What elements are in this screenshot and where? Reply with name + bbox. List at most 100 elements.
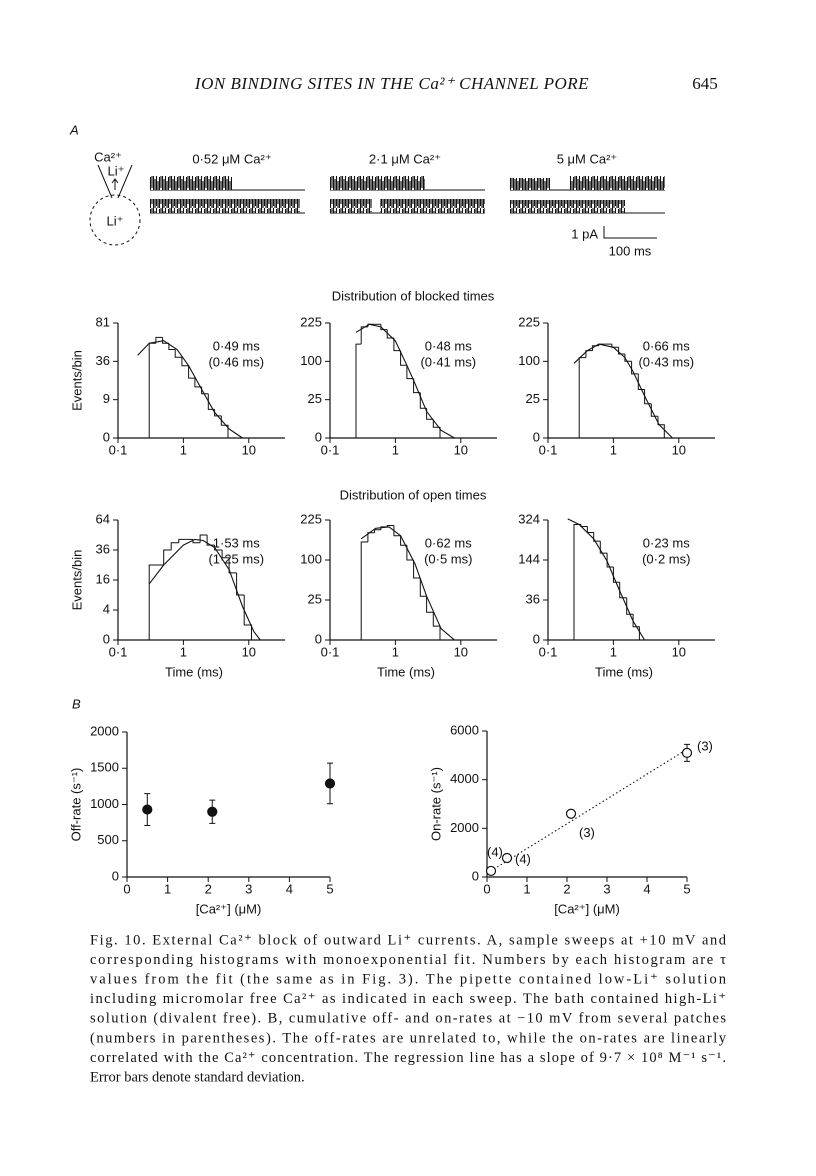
y-tick-label: 0 bbox=[533, 429, 540, 444]
histogram-bin bbox=[374, 529, 381, 533]
x-tick-label: 1 bbox=[610, 442, 617, 457]
histogram-bin bbox=[573, 524, 581, 640]
histogram-bin bbox=[586, 526, 594, 533]
y-tick-label: 324 bbox=[518, 511, 540, 526]
scale-label: 100 ms bbox=[609, 243, 652, 258]
x-tick-label: 3 bbox=[245, 881, 252, 896]
axis-line bbox=[117, 520, 285, 641]
histogram-bin bbox=[214, 409, 222, 417]
histogram-bin bbox=[162, 337, 169, 344]
y-tick-label: 144 bbox=[518, 551, 540, 566]
x-tick-label: 10 bbox=[454, 644, 468, 659]
histogram-bin bbox=[406, 545, 414, 561]
chart: 0 25 100 225 0·1 1 10 0·66 ms(0·43 ms) bbox=[518, 314, 715, 457]
histogram-bin bbox=[419, 578, 427, 597]
data-point bbox=[681, 747, 693, 759]
x-tick-label: 0·1 bbox=[109, 644, 128, 659]
histogram-bin bbox=[637, 373, 645, 390]
y-tick-label: 0 bbox=[315, 429, 322, 444]
x-tick-label: 10 bbox=[242, 442, 256, 457]
histogram-bin bbox=[155, 336, 163, 344]
row-title: Distribution of blocked times bbox=[332, 288, 495, 303]
histogram-bin bbox=[228, 557, 237, 574]
annotation: 0·23 ms bbox=[643, 535, 690, 550]
panel-label: A bbox=[69, 122, 79, 137]
annotation: (0·41 ms) bbox=[420, 354, 476, 369]
histogram-bin bbox=[426, 596, 434, 613]
caption-line: including micromolar free Ca²⁺ as indica… bbox=[90, 991, 726, 1007]
point-label: (4) bbox=[487, 844, 503, 859]
chart: 0 2000 4000 6000 0 1 2 3 4 5 On-rate (s⁻¹) [Ca²⁺] (… bbox=[428, 722, 712, 916]
histogram-bin bbox=[163, 549, 172, 565]
annotation: 0·62 ms bbox=[425, 535, 472, 550]
y-tick-label: 500 bbox=[97, 832, 119, 847]
y-tick-label: 4 bbox=[103, 601, 110, 616]
histogram-bin bbox=[432, 419, 441, 438]
x-tick-label: 1 bbox=[523, 881, 530, 896]
axis-line bbox=[547, 520, 715, 641]
annotation: (1·25 ms) bbox=[208, 551, 264, 566]
axis-line bbox=[329, 520, 497, 641]
y-axis-label: Off-rate (s⁻¹) bbox=[68, 768, 83, 842]
y-tick-label: 100 bbox=[300, 551, 322, 566]
histogram-bin bbox=[220, 415, 229, 438]
chart: 0 9 36 81 0·1 1 10 Events/bin 0·49 ms(0·46 ms) bbox=[69, 314, 285, 457]
caption-line: corresponding histograms with monoexpone… bbox=[90, 952, 726, 968]
fit-line bbox=[486, 748, 688, 874]
y-tick-label: 0 bbox=[103, 429, 110, 444]
y-axis-label: On-rate (s⁻¹) bbox=[428, 767, 443, 841]
histogram-bin bbox=[380, 324, 388, 331]
histogram-bin bbox=[624, 354, 632, 362]
x-tick-label: 10 bbox=[242, 644, 256, 659]
histogram-bin bbox=[214, 545, 223, 551]
annotation: (0·46 ms) bbox=[208, 354, 264, 369]
x-tick-label: 2 bbox=[205, 881, 212, 896]
data-point bbox=[485, 865, 497, 877]
y-tick-label: 64 bbox=[96, 511, 110, 526]
x-tick-label: 0·1 bbox=[321, 442, 340, 457]
histogram-bin bbox=[400, 350, 407, 366]
x-tick-label: 0 bbox=[483, 881, 490, 896]
current-traces bbox=[150, 176, 665, 214]
histogram-bin bbox=[593, 532, 601, 542]
histogram-bin bbox=[194, 378, 202, 388]
histogram-bin bbox=[380, 526, 388, 530]
x-tick-label: 4 bbox=[643, 881, 650, 896]
histogram-bin bbox=[426, 408, 434, 420]
chart: 0 36 144 324 0·1 1 10 Time (ms) 0·23 ms(0·2 ms) bbox=[518, 511, 715, 679]
histogram-bin bbox=[626, 597, 634, 615]
axis-line bbox=[547, 323, 715, 439]
sweep-label: 0·52 μM Ca²⁺ bbox=[192, 151, 271, 166]
x-tick-label: 4 bbox=[286, 881, 293, 896]
ion-label: Li⁺ bbox=[107, 213, 124, 228]
chart: 0 25 100 225 0·1 1 10 Time (ms) 0·62 ms(0·5 ms) bbox=[300, 511, 497, 679]
y-tick-label: 0 bbox=[103, 631, 110, 646]
y-tick-label: 0 bbox=[112, 868, 119, 883]
caption-line: correlated with the Ca²⁺ concentration. … bbox=[90, 1050, 726, 1066]
x-tick-label: 1 bbox=[392, 644, 399, 659]
scale-bar bbox=[603, 226, 657, 239]
histogram-bin bbox=[168, 343, 176, 350]
histogram-bin bbox=[386, 329, 394, 339]
x-tick-label: 3 bbox=[603, 881, 610, 896]
x-tick-label: 0·1 bbox=[539, 644, 558, 659]
running-title: ION BINDING SITES IN THE Ca²⁺ CHANNEL PO… bbox=[194, 74, 589, 93]
channel-diagram: Ca²⁺ Li⁺ Li⁺ bbox=[89, 149, 141, 246]
histogram-bin bbox=[188, 365, 195, 379]
data-point bbox=[501, 852, 513, 864]
point-label: (3) bbox=[579, 825, 595, 840]
scale-label: 1 pA bbox=[571, 226, 598, 241]
x-tick-label: 1 bbox=[180, 442, 187, 457]
axis-line bbox=[126, 732, 330, 878]
histogram-bin bbox=[170, 542, 179, 550]
histogram-bin bbox=[432, 612, 441, 640]
caption-line: (numbers in parentheses). The off-rates … bbox=[90, 1030, 727, 1046]
point-label: (3) bbox=[697, 738, 713, 753]
histogram-bin bbox=[644, 389, 652, 405]
y-tick-label: 225 bbox=[300, 511, 322, 526]
histogram-bin bbox=[406, 365, 414, 380]
histogram-bin bbox=[367, 323, 375, 327]
histogram-bin bbox=[578, 357, 586, 438]
histogram-bin bbox=[360, 541, 368, 640]
x-tick-label: 0·1 bbox=[539, 442, 558, 457]
